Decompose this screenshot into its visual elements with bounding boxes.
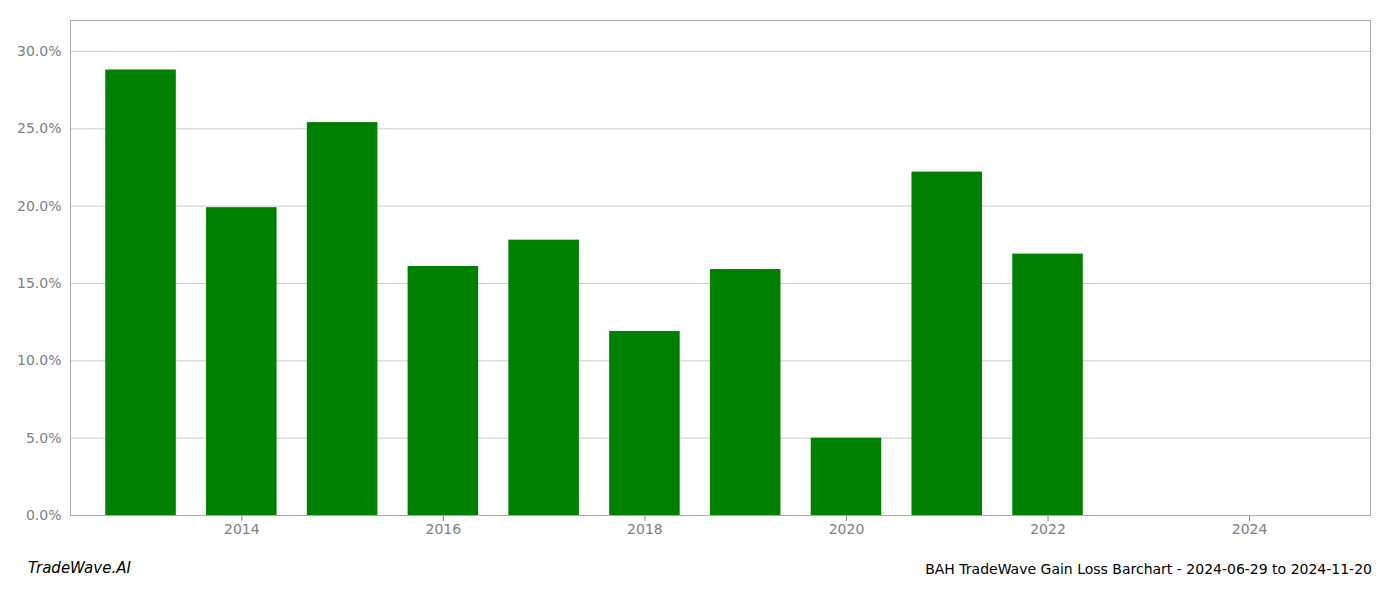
svg-text:20.0%: 20.0% bbox=[17, 198, 61, 214]
svg-text:5.0%: 5.0% bbox=[26, 430, 62, 446]
svg-text:25.0%: 25.0% bbox=[17, 120, 61, 136]
html-text:BAH TradeWave Gain Loss Barcha: BAH TradeWave Gain Loss Barchart - 2024-… bbox=[925, 561, 1372, 577]
svg-text:2018: 2018 bbox=[627, 521, 663, 537]
svg-text:15.0%: 15.0% bbox=[17, 275, 61, 291]
svg-text:0.0%: 0.0% bbox=[26, 507, 62, 523]
svg-text:2016: 2016 bbox=[426, 521, 462, 537]
svg-text:2024: 2024 bbox=[1232, 521, 1268, 537]
svg-text:2014: 2014 bbox=[224, 521, 260, 537]
html-text:TradeWave.AI: TradeWave.AI bbox=[28, 559, 131, 577]
svg-text:30.0%: 30.0% bbox=[17, 43, 61, 59]
svg-text:2022: 2022 bbox=[1030, 521, 1066, 537]
svg-text:10.0%: 10.0% bbox=[17, 352, 61, 368]
svg-text:2020: 2020 bbox=[829, 521, 865, 537]
